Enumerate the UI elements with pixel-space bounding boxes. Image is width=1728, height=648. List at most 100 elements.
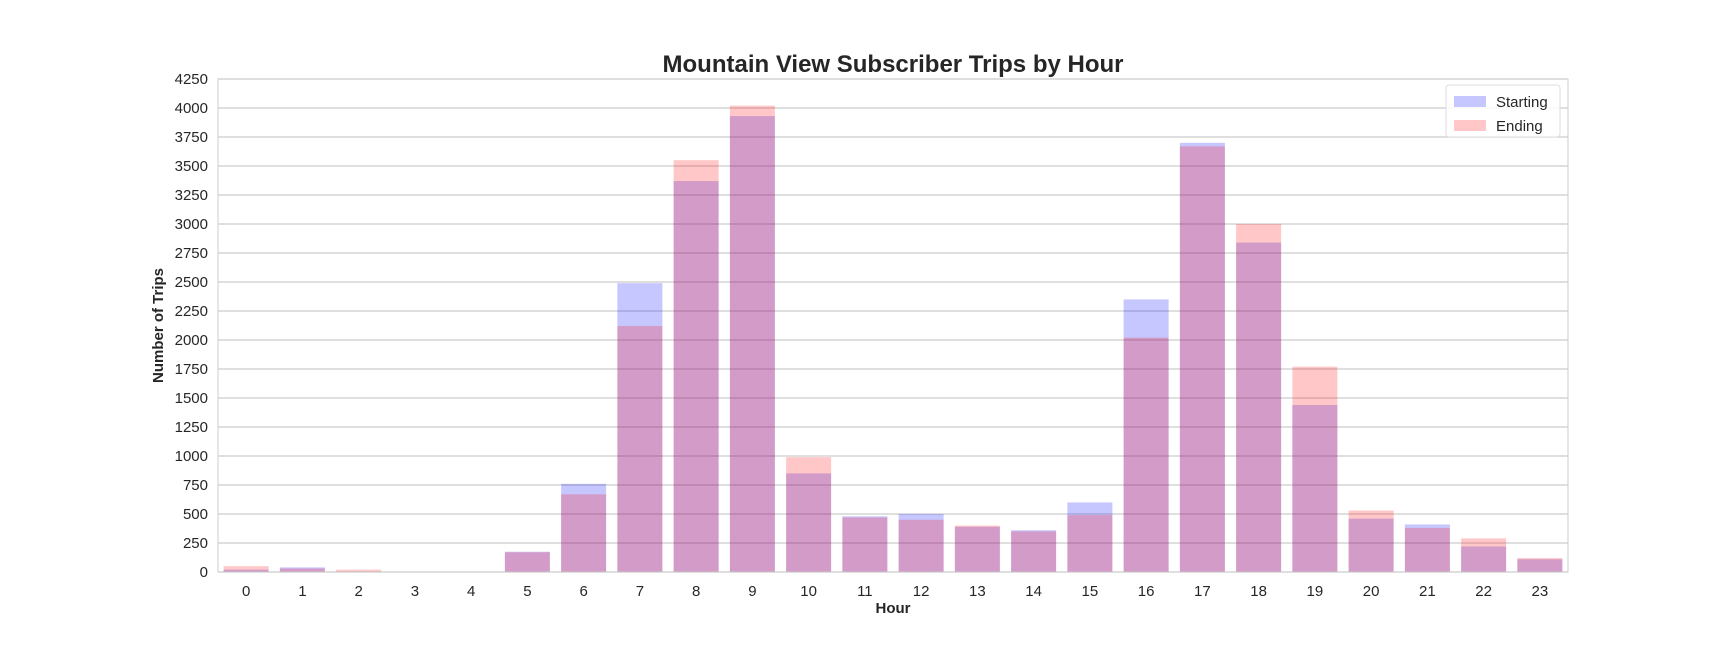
bar-starting-0	[223, 569, 269, 572]
bar-ending-7	[617, 326, 663, 572]
y-tick-label: 2000	[175, 332, 208, 349]
x-tick-label: 2	[354, 583, 362, 600]
bar-starting-11	[842, 516, 888, 572]
x-tick-label: 10	[800, 583, 817, 600]
bar-ending-17	[1179, 146, 1225, 572]
x-tick-label: 8	[692, 583, 700, 600]
y-tick-label: 0	[200, 564, 208, 581]
y-tick-label: 1250	[175, 419, 208, 436]
bar-starting-19	[1292, 404, 1338, 572]
bar-ending-8	[673, 160, 719, 572]
bar-starting-6	[561, 483, 607, 572]
y-tick-label: 4250	[175, 71, 208, 88]
bar-ending-21	[1404, 527, 1450, 572]
y-tick-label: 500	[183, 506, 208, 523]
x-tick-label: 21	[1419, 583, 1436, 600]
y-axis-title: Number of Trips	[150, 268, 167, 383]
bar-ending-1	[279, 568, 325, 572]
legend-box	[1445, 84, 1561, 138]
bar-ending-16	[1123, 337, 1169, 572]
y-tick-label: 4000	[175, 100, 208, 117]
bar-starting-9	[729, 116, 775, 573]
x-tick-label: 13	[969, 583, 986, 600]
chart-title: Mountain View Subscriber Trips by Hour	[663, 51, 1124, 78]
legend-swatch-ending	[1454, 120, 1486, 131]
bar-ending-20	[1348, 510, 1394, 572]
x-tick-label: 5	[523, 583, 531, 600]
y-tick-label: 1500	[175, 390, 208, 407]
bar-starting-15	[1067, 502, 1113, 572]
x-tick-labels: 0 1 2 3 4 5 6 7 8 9 10 11 12 13 14 15 16 17 18 19 20 21 22 23	[242, 583, 1548, 600]
x-tick-label: 0	[242, 583, 250, 600]
plot-frame	[217, 78, 1569, 573]
x-tick-label: 19	[1307, 583, 1324, 600]
y-tick-label: 3750	[175, 129, 208, 146]
x-axis-title: Hour	[876, 600, 911, 617]
x-tick-label: 17	[1194, 583, 1211, 600]
bars	[223, 105, 1563, 573]
bar-ending-18	[1236, 224, 1282, 572]
bar-ending-0	[223, 566, 269, 572]
legend-swatch-starting	[1454, 96, 1486, 107]
x-tick-label: 3	[411, 583, 419, 600]
legend-label-starting: Starting	[1496, 94, 1548, 111]
x-tick-label: 7	[636, 583, 644, 600]
bar-starting-18	[1236, 242, 1282, 572]
bar-starting-8	[673, 181, 719, 572]
y-tick-label: 2500	[175, 274, 208, 291]
bar-ending-12	[898, 519, 944, 572]
bar-ending-10	[786, 457, 832, 572]
x-tick-label: 22	[1475, 583, 1492, 600]
bar-ending-19	[1292, 366, 1338, 572]
x-tick-label: 14	[1025, 583, 1042, 600]
y-tick-label: 750	[183, 477, 208, 494]
y-tick-label: 1000	[175, 448, 208, 465]
y-tick-label: 3250	[175, 187, 208, 204]
bar-ending-15	[1067, 515, 1113, 572]
bar-ending-11	[842, 517, 888, 572]
y-tick-label: 2250	[175, 303, 208, 320]
bar-starting-5	[504, 551, 550, 572]
x-tick-label: 12	[913, 583, 930, 600]
bar-starting-23	[1517, 559, 1563, 572]
bar-ending-14	[1011, 531, 1057, 572]
grid-lines	[218, 78, 1568, 573]
bar-ending-22	[1461, 538, 1507, 572]
x-tick-label: 23	[1532, 583, 1549, 600]
bar-starting-10	[786, 473, 832, 572]
x-tick-label: 15	[1082, 583, 1099, 600]
bar-starting-16	[1123, 299, 1169, 572]
x-tick-label: 9	[748, 583, 756, 600]
x-tick-label: 4	[467, 583, 475, 600]
bar-starting-21	[1404, 524, 1450, 572]
bar-ending-13	[954, 525, 1000, 572]
bar-ending-9	[729, 105, 775, 573]
bar-starting-12	[898, 514, 944, 572]
x-tick-label: 20	[1363, 583, 1380, 600]
y-tick-labels: 0 250 500 750 1000 1250 1500 1750 2000 2250 2500 27…	[175, 71, 208, 581]
bar-starting-1	[279, 567, 325, 572]
x-tick-label: 1	[298, 583, 306, 600]
x-tick-label: 16	[1138, 583, 1155, 600]
legend-label-ending: Ending	[1496, 118, 1543, 135]
x-tick-label: 18	[1250, 583, 1267, 600]
bar-starting-14	[1011, 530, 1057, 572]
x-tick-label: 6	[579, 583, 587, 600]
legend: Starting Ending	[1445, 84, 1561, 138]
bar-ending-2	[336, 569, 382, 572]
bar-starting-20	[1348, 518, 1394, 572]
bar-starting-7	[617, 283, 663, 572]
y-tick-label: 3000	[175, 216, 208, 233]
bar-ending-23	[1517, 558, 1563, 572]
bar-starting-17	[1179, 142, 1225, 573]
bar-starting-13	[954, 526, 1000, 572]
bar-ending-6	[561, 494, 607, 572]
y-tick-label: 3500	[175, 158, 208, 175]
y-tick-label: 2750	[175, 245, 208, 262]
bar-starting-22	[1461, 546, 1507, 572]
y-tick-label: 250	[183, 535, 208, 552]
y-tick-label: 1750	[175, 361, 208, 378]
bar-ending-5	[504, 552, 550, 572]
x-tick-label: 11	[857, 583, 873, 600]
